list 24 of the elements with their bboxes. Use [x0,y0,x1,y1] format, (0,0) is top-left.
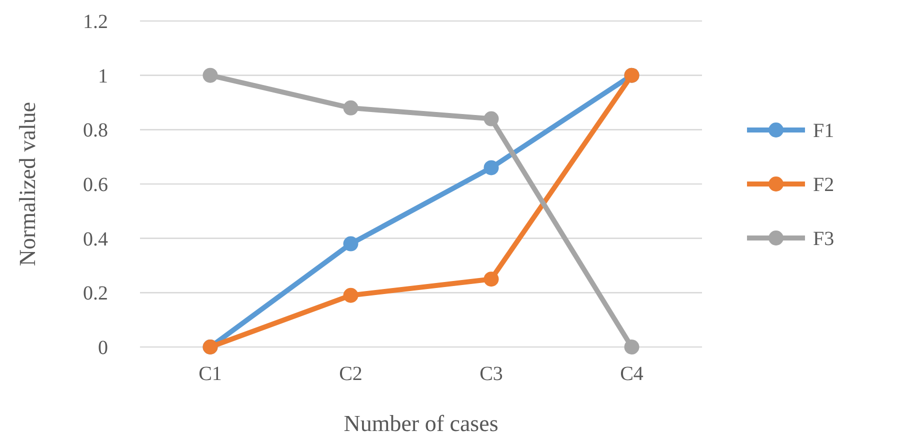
legend-label: F2 [813,174,834,196]
y-tick-label: 0 [98,337,108,359]
point [484,272,499,287]
x-tick-label: C4 [620,363,644,385]
x-tick-label: C2 [339,363,362,385]
y-tick-label: 0.2 [83,282,108,305]
point [624,340,640,354]
x-tick-label: C3 [480,363,503,385]
y-tick-label: 0.6 [83,174,108,196]
y-axis-title: Normalized value [15,102,40,266]
legend-label: F1 [813,120,834,142]
point [202,68,218,83]
x-tick-label: C1 [198,363,222,385]
point [484,111,499,126]
y-tick-label: 0.8 [83,120,108,142]
legend-label: F3 [813,228,834,250]
point [343,236,358,252]
x-axis-title: Number of cases [344,411,498,436]
y-tick-label: 0.4 [83,228,108,250]
point [343,100,358,116]
point [484,160,499,176]
y-tick-label: 1.2 [83,11,108,33]
y-tick-label: 1 [98,65,108,88]
point [343,288,358,303]
